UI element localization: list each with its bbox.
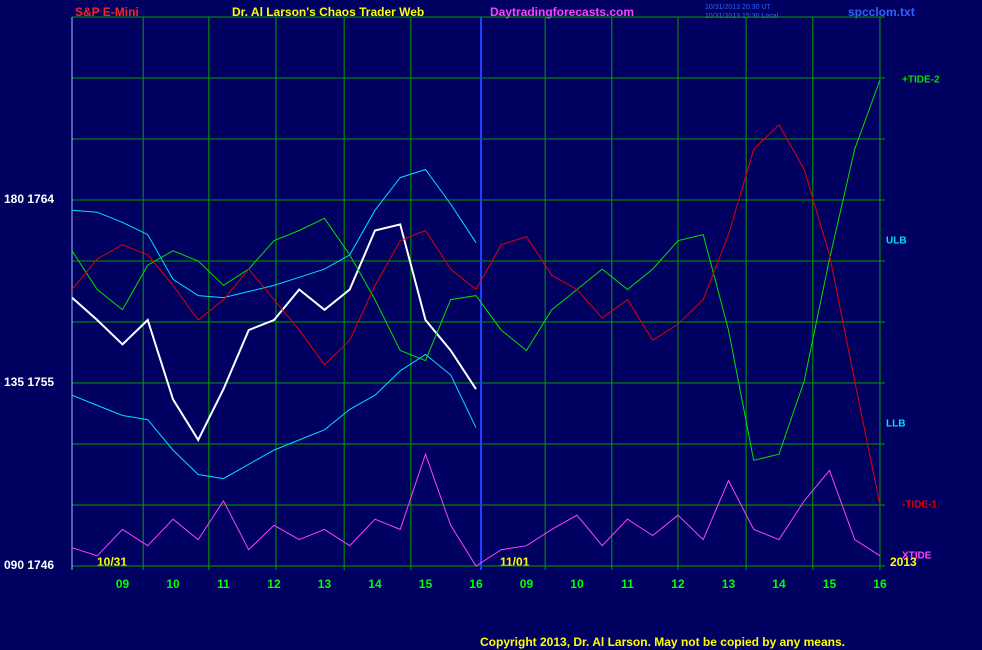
series-label: LLB (886, 419, 905, 430)
date-label: 10/31 (97, 555, 127, 569)
x-tick-label: 14 (772, 577, 786, 591)
file-name: spcclom.txt (848, 5, 915, 19)
x-tick-label: 14 (368, 577, 382, 591)
x-tick-label: 10 (570, 577, 584, 591)
x-tick-label: 11 (621, 577, 634, 591)
series-line (71, 79, 881, 461)
x-tick-label: 16 (469, 577, 483, 591)
y-tick-label: 090 1746 (4, 558, 54, 572)
series-line (71, 353, 477, 480)
x-tick-label: 12 (671, 577, 685, 591)
x-tick-label: 10 (166, 577, 180, 591)
series-label: ULB (886, 236, 907, 247)
series-line (71, 452, 881, 567)
y-tick-label: 180 1764 (4, 192, 54, 206)
series-label: XTIDE (902, 550, 932, 561)
date-label: 11/01 (500, 555, 530, 569)
x-tick-label: 09 (116, 577, 130, 591)
copyright: Copyright 2013, Dr. Al Larson. May not b… (480, 635, 845, 649)
time-ut: 10/31/2013 20:30 UT (705, 4, 771, 11)
symbol: S&P E-Mini (75, 5, 139, 19)
x-tick-label: 15 (823, 577, 837, 591)
x-tick-label: 11 (217, 577, 230, 591)
x-tick-label: 13 (318, 577, 332, 591)
x-tick-label: 12 (267, 577, 281, 591)
year: 2013 (890, 555, 917, 569)
x-tick-label: 13 (722, 577, 736, 591)
series-label: -TIDE-1 (902, 500, 937, 511)
url: Daytradingforecasts.com (490, 5, 634, 19)
x-tick-label: 09 (520, 577, 534, 591)
x-tick-label: 15 (419, 577, 433, 591)
series-line (71, 123, 881, 506)
x-tick-label: 16 (873, 577, 887, 591)
y-tick-label: 135 1755 (4, 375, 54, 389)
series-line (71, 223, 477, 442)
series-label: +TIDE-2 (902, 75, 940, 86)
time-local: 10/31/2013 15:30 Local (705, 13, 779, 20)
site-title: Dr. Al Larson's Chaos Trader Web (232, 5, 424, 19)
series-line (71, 168, 477, 299)
